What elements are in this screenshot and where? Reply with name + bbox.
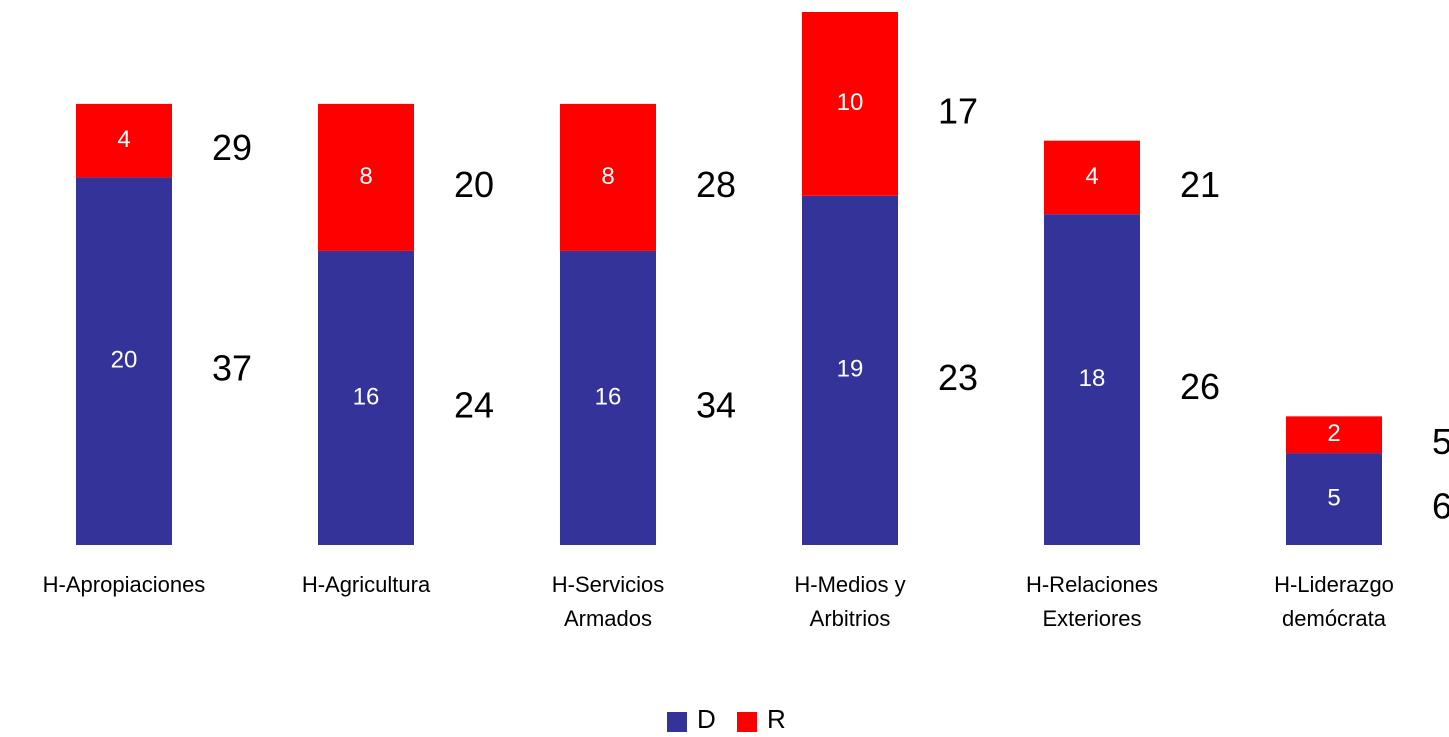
bar-segment: [802, 195, 898, 546]
side-label: 17: [938, 90, 978, 131]
side-label: 6: [1432, 486, 1449, 527]
x-tick-label: H-Apropiaciones: [42, 572, 206, 597]
bar-segment: [1044, 214, 1140, 545]
side-label: 20: [454, 164, 494, 205]
data-label: 8: [359, 163, 372, 190]
bar-segment: [318, 250, 414, 545]
data-label: 4: [1085, 163, 1098, 190]
data-label: 16: [353, 383, 380, 410]
side-label: 23: [938, 357, 978, 398]
data-label: 2: [1327, 420, 1340, 447]
x-tick-label: H-Agricultura: [301, 572, 431, 597]
data-label: 5: [1327, 484, 1340, 511]
legend-swatch: [667, 712, 687, 732]
legend-label: D: [697, 704, 716, 734]
bar-segment: [1286, 453, 1382, 545]
x-tick-label: H-Relaciones Exteriores: [1025, 572, 1159, 631]
bar-segment: [560, 250, 656, 545]
side-label: 24: [454, 384, 494, 425]
bar-segment: [560, 103, 656, 251]
data-label: 19: [837, 356, 864, 383]
data-label: 4: [117, 126, 130, 153]
bar-segment: [76, 177, 172, 545]
bar-segment: [76, 103, 172, 178]
x-tick-label: H-Medios y Arbitrios: [794, 572, 906, 631]
x-tick-label: H-Servicios Armados: [551, 572, 665, 631]
bar-segment: [1044, 140, 1140, 215]
bar-segment: [1286, 416, 1382, 454]
side-label: 29: [212, 127, 252, 168]
data-label: 20: [111, 347, 138, 374]
side-label: 26: [1180, 366, 1220, 407]
side-label: 5: [1432, 421, 1449, 462]
side-label: 34: [696, 384, 736, 425]
data-label: 18: [1079, 365, 1106, 392]
data-label: 16: [595, 383, 622, 410]
side-label: 21: [1180, 164, 1220, 205]
data-label: 10: [837, 89, 864, 116]
x-tick-label: H-Liderazgo demócrata: [1274, 572, 1394, 631]
bar-segment: [802, 12, 898, 196]
side-label: 37: [212, 348, 252, 389]
legend-swatch: [737, 712, 757, 732]
side-label: 28: [696, 164, 736, 205]
data-label: 8: [601, 163, 614, 190]
bar-segment: [318, 103, 414, 251]
legend-label: R: [767, 704, 786, 734]
